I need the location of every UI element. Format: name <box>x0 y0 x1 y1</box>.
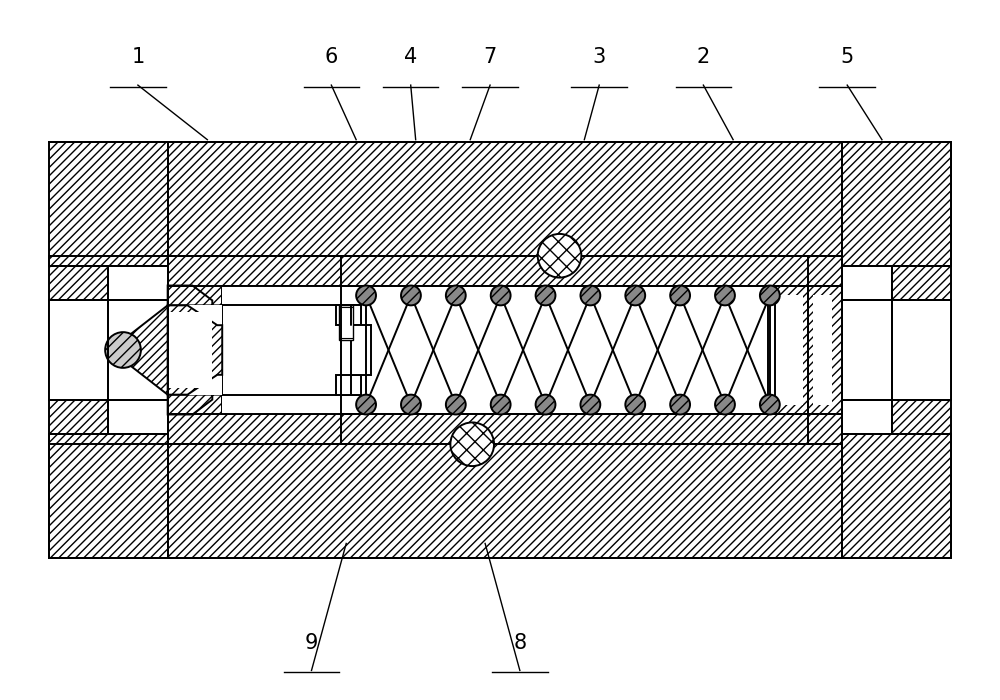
Text: 5: 5 <box>841 48 854 67</box>
Bar <box>168 444 842 559</box>
Circle shape <box>401 395 421 414</box>
Bar <box>168 305 222 395</box>
Circle shape <box>450 422 494 466</box>
Polygon shape <box>49 266 108 434</box>
Circle shape <box>670 286 690 305</box>
Circle shape <box>536 395 555 414</box>
Polygon shape <box>168 256 341 444</box>
Polygon shape <box>808 414 842 444</box>
Circle shape <box>760 286 780 305</box>
Bar <box>339 305 353 340</box>
Text: 1: 1 <box>131 48 145 67</box>
Bar <box>168 256 842 286</box>
Circle shape <box>625 286 645 305</box>
Bar <box>361 286 775 414</box>
Polygon shape <box>808 256 842 286</box>
Circle shape <box>580 395 600 414</box>
Circle shape <box>356 286 376 305</box>
Bar <box>808 286 842 414</box>
Text: 6: 6 <box>325 48 338 67</box>
Polygon shape <box>49 141 168 266</box>
Circle shape <box>625 395 645 414</box>
Circle shape <box>715 286 735 305</box>
Bar <box>336 374 361 395</box>
Bar <box>768 286 808 414</box>
Circle shape <box>491 286 511 305</box>
Circle shape <box>715 395 735 414</box>
Bar <box>222 305 361 395</box>
Polygon shape <box>49 434 168 559</box>
Circle shape <box>760 395 780 414</box>
Bar <box>336 305 361 326</box>
Polygon shape <box>168 305 222 395</box>
Polygon shape <box>168 286 222 414</box>
Circle shape <box>401 286 421 305</box>
Bar <box>813 295 832 405</box>
Circle shape <box>105 332 141 368</box>
Text: 3: 3 <box>593 48 606 67</box>
Bar <box>842 300 951 400</box>
Text: 9: 9 <box>305 633 318 652</box>
Text: 2: 2 <box>697 48 710 67</box>
Circle shape <box>356 395 376 414</box>
Text: 7: 7 <box>483 48 497 67</box>
Text: 4: 4 <box>404 48 417 67</box>
Bar <box>351 326 371 374</box>
Bar <box>168 312 212 388</box>
Bar <box>768 286 808 414</box>
Bar <box>168 414 842 444</box>
Text: 8: 8 <box>513 633 526 652</box>
Bar <box>49 300 168 400</box>
Circle shape <box>446 395 466 414</box>
Polygon shape <box>842 434 951 559</box>
Polygon shape <box>113 305 168 395</box>
Circle shape <box>491 395 511 414</box>
Bar <box>168 141 842 256</box>
Polygon shape <box>842 141 951 266</box>
Polygon shape <box>892 266 951 434</box>
Bar <box>222 286 341 414</box>
Circle shape <box>538 234 581 278</box>
Circle shape <box>670 395 690 414</box>
Bar <box>773 295 803 405</box>
Circle shape <box>536 286 555 305</box>
Bar <box>168 256 842 444</box>
Circle shape <box>446 286 466 305</box>
Circle shape <box>580 286 600 305</box>
